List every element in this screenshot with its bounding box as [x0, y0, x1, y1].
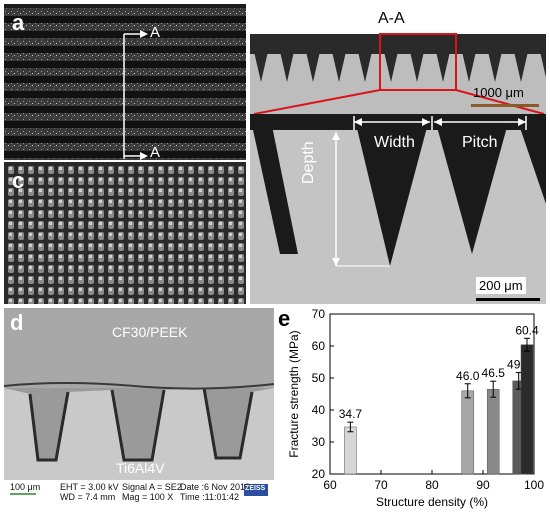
- x-tick-label: 100: [524, 478, 544, 492]
- x-tick-label: 70: [374, 478, 388, 492]
- x-axis-label: Structure density (%): [376, 495, 488, 509]
- panel-e-chart: e 20 30 40 50 60 70 60 70 80 90 100 34.7 46.0 46.5 49.…: [278, 306, 546, 516]
- bar: [520, 344, 534, 475]
- panel-c-label: c: [12, 168, 25, 193]
- panel-c-image: [8, 166, 244, 304]
- sem-eht: EHT = 3.00 kV: [60, 482, 119, 492]
- y-tick-label: 60: [312, 339, 326, 353]
- panel-b-label: b: [254, 4, 268, 29]
- x-tick-label: 60: [323, 478, 337, 492]
- section-title: A-A: [378, 10, 405, 27]
- scale-bar-top-label: 1000 μm: [473, 85, 524, 100]
- value-label: 34.7: [339, 407, 363, 421]
- panel-a-label: a: [12, 10, 25, 35]
- section-marker-bottom: A: [150, 144, 161, 160]
- sem-signal: Signal A = SE2: [122, 482, 182, 492]
- value-label: 46.5: [482, 366, 506, 380]
- sem-mag: Mag = 100 X: [122, 492, 174, 502]
- panel-b-image: [250, 33, 546, 304]
- x-tick-label: 90: [476, 478, 490, 492]
- panel-d-sem-interface: d CF30/PEEK Ti6Al4V 100 μm EHT = 3.00 kV…: [4, 308, 274, 502]
- value-label: 60.4: [515, 323, 539, 337]
- dimension-pitch-label: Pitch: [462, 134, 498, 151]
- value-label: 46.0: [456, 369, 480, 383]
- sem-date: Date :6 Nov 2013: [180, 482, 251, 492]
- panel-a-image: [4, 8, 246, 160]
- section-marker-top: A: [150, 24, 161, 41]
- y-tick-label: 20: [312, 467, 326, 481]
- sem-wd: WD = 7.4 mm: [60, 492, 116, 502]
- bar: [486, 388, 500, 475]
- bottom-material-label: Ti6Al4V: [116, 460, 165, 476]
- sem-time: Time :11:01:42: [180, 492, 240, 502]
- panel-d-label: d: [10, 310, 24, 335]
- dimension-depth-label: Depth: [300, 141, 317, 184]
- y-tick-label: 30: [312, 435, 326, 449]
- bar: [461, 390, 474, 475]
- dimension-width-label: Width: [374, 134, 415, 151]
- y-tick-label: 50: [312, 371, 326, 385]
- panel-c-textured-surface: c: [4, 162, 246, 304]
- panel-a-grooved-surface: a A A: [4, 4, 246, 160]
- y-axis-label: Fracture strength (MPa): [287, 330, 301, 457]
- x-tick-label: 80: [425, 478, 439, 492]
- panel-d-image: [4, 308, 274, 502]
- y-tick-label: 70: [312, 307, 326, 321]
- plot-frame: [329, 313, 535, 475]
- scale-bar-bottom-label: 200 μm: [476, 277, 526, 294]
- panel-e-label: e: [278, 306, 291, 331]
- top-material-label: CF30/PEEK: [112, 324, 188, 340]
- y-tick-label: 40: [312, 403, 326, 417]
- zeiss-logo: ZEISS: [245, 485, 266, 492]
- bar: [344, 426, 357, 475]
- panel-b-cross-section: b A-A 1000 μm Width Pitch Depth 200 μm: [250, 4, 546, 304]
- sem-scale-label: 100 μm: [10, 482, 41, 492]
